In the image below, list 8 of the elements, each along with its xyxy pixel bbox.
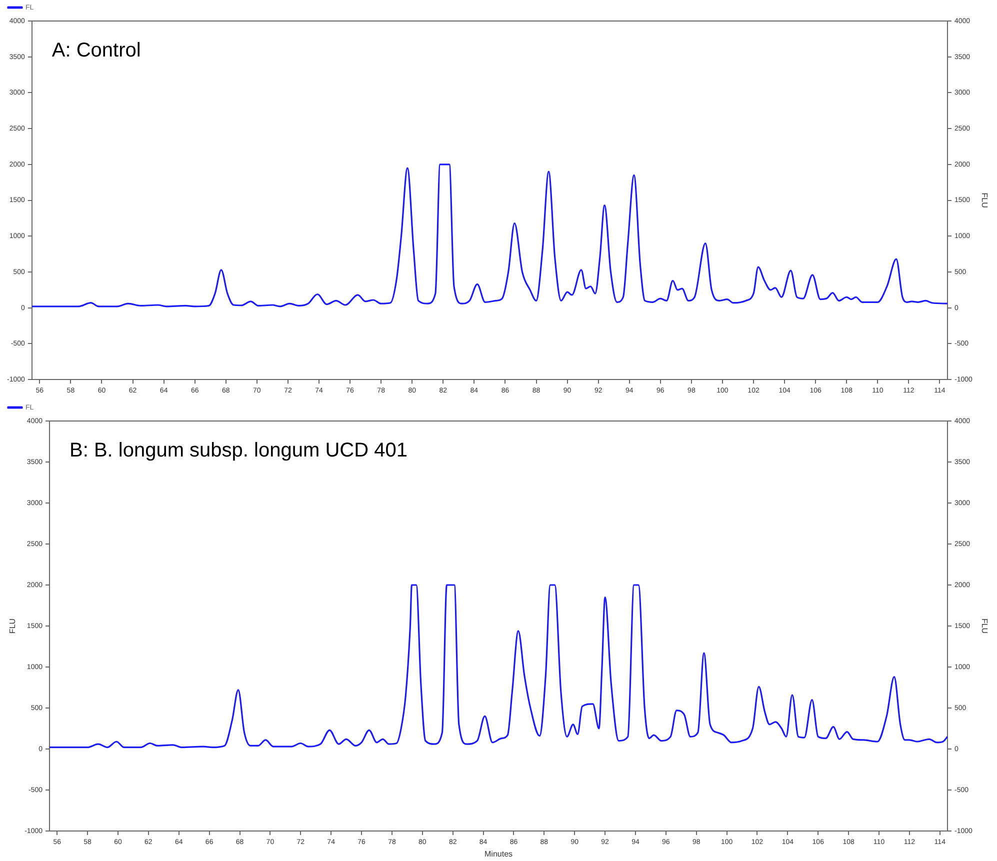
y2-axis-title: FLU: [980, 192, 989, 208]
y2-axis-title: FLU: [980, 618, 989, 634]
text: B: B. longum subsp. longum UCD 401: [70, 440, 408, 462]
line-series: [50, 584, 948, 748]
y-axis-title: FLU: [8, 618, 18, 634]
text: A: Control: [52, 40, 141, 62]
line-series: [32, 164, 948, 308]
x-axis-title: Minutes: [484, 849, 513, 858]
